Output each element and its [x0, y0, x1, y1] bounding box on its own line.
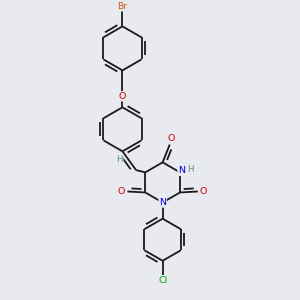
Text: O: O	[167, 134, 174, 143]
Text: N: N	[159, 198, 166, 207]
Text: Br: Br	[118, 2, 128, 11]
Text: H: H	[116, 154, 123, 164]
Text: O: O	[118, 187, 125, 196]
Text: H: H	[187, 165, 194, 174]
Text: N: N	[178, 166, 185, 175]
Text: O: O	[119, 92, 126, 101]
Text: Cl: Cl	[158, 276, 167, 285]
Text: O: O	[200, 187, 207, 196]
